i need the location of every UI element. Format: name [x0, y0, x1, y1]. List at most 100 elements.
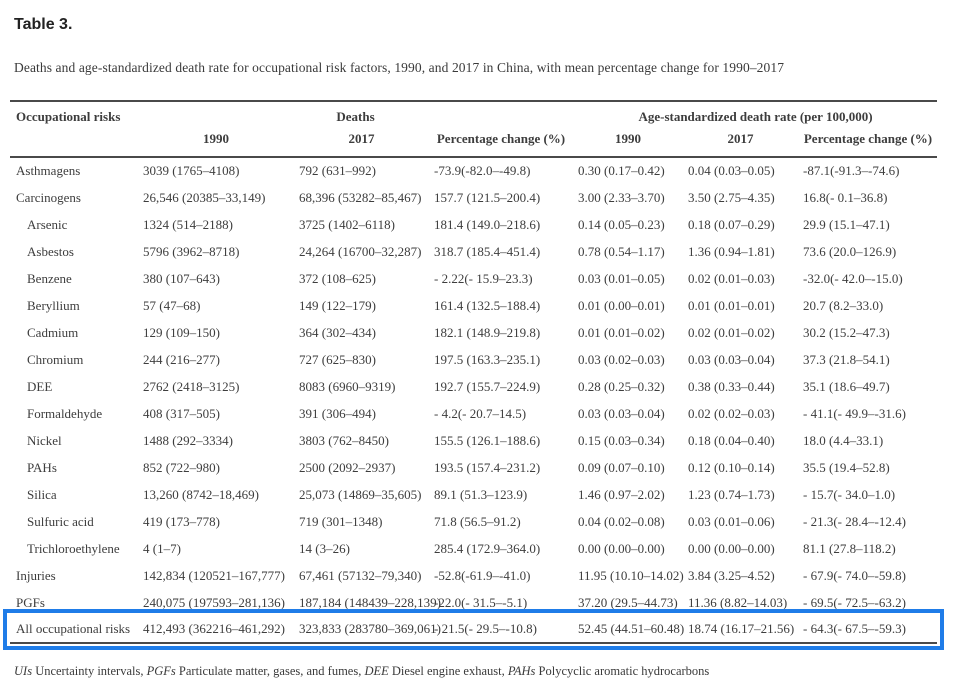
table-cell: 192.7 (155.7–224.9) — [434, 378, 541, 394]
footnote-abbreviation: PGFs — [146, 664, 176, 678]
table-header: Occupational risks Deaths Age-standardiz… — [10, 101, 938, 157]
table-cell: 0.18 (0.07–0.29) — [688, 216, 775, 232]
table-cell: -87.1(-91.3–-74.6) — [803, 163, 900, 178]
table-cell: 0.00 (0.00–0.00) — [688, 540, 775, 556]
table-cell: 37.3 (21.8–54.1) — [803, 351, 890, 367]
table-cell: 81.1 (27.8–118.2) — [803, 540, 896, 556]
row-label: Beryllium — [27, 297, 80, 313]
footnote-text: Uncertainty intervals, — [32, 664, 147, 678]
table-cell: 1.46 (0.97–2.02) — [578, 486, 665, 502]
table-cell: 0.04 (0.03–0.05) — [688, 163, 775, 178]
table-cell: 0.14 (0.05–0.23) — [578, 216, 665, 232]
table-cell: 187,184 (148439–228,139) — [299, 594, 441, 610]
table-cell: 193.5 (157.4–231.2) — [434, 459, 541, 475]
table-cell: 0.01 (0.00–0.01) — [578, 297, 665, 313]
row-label: Injuries — [16, 567, 56, 583]
table-cell: 391 (306–494) — [299, 405, 376, 421]
row-label: Arsenic — [27, 216, 68, 232]
table-row: Beryllium 57 (47–68) 149 (122–179) 161.4 (1… — [10, 292, 937, 319]
table-row-highlighted: All occupational risks 412,493 (362216–46… — [2, 609, 945, 650]
table-row: Trichloroethylene 4 (1–7) 14 (3–26) 285.4 (… — [10, 535, 937, 562]
table-cell: 24,264 (16700–32,287) — [299, 243, 422, 259]
table-cell: 8083 (6960–9319) — [299, 378, 396, 394]
table-cell: 0.12 (0.10–0.14) — [688, 459, 775, 475]
col-header-deaths-pct-change: Percentage change (%) — [436, 131, 566, 146]
occupational-risks-table: Occupational risks Deaths Age-standardiz… — [2, 100, 945, 650]
table-cell: 372 (108–625) — [299, 270, 376, 286]
table-cell: 0.15 (0.03–0.34) — [578, 432, 665, 448]
table-cell: 240,075 (197593–281,136) — [143, 594, 285, 610]
footnote-text: Particulate matter, gases, and fumes, — [175, 664, 365, 678]
table-cell: 3725 (1402–6118) — [299, 216, 395, 232]
table-cell: -73.9(-82.0–-49.8) — [434, 163, 531, 178]
table-cell: -22.0(- 31.5–-5.1) — [434, 594, 528, 610]
table-row: DEE 2762 (2418–3125) 8083 (6960–9319) 192.7… — [10, 373, 937, 400]
table-caption: Deaths and age-standardized death rate f… — [14, 60, 785, 75]
table-row: Injuries 142,834 (120521–167,777) 67,461 (… — [10, 562, 937, 589]
row-label: Asthmagens — [16, 163, 81, 178]
table-cell: 157.7 (121.5–200.4) — [434, 189, 541, 205]
table-cell: 412,493 (362216–461,292) — [137, 616, 293, 644]
row-label: Nickel — [27, 432, 62, 448]
table-row: Silica 13,260 (8742–18,469) 25,073 (14869–… — [10, 481, 937, 508]
col-header-deaths-2017: 2017 — [348, 131, 375, 146]
table-cell: 0.02 (0.01–0.03) — [688, 270, 775, 286]
table-cell: 408 (317–505) — [143, 405, 220, 421]
row-label: DEE — [27, 378, 53, 394]
table-cell: 14 (3–26) — [299, 540, 350, 556]
table-cell: 18.0 (4.4–33.1) — [803, 432, 884, 448]
header-group-row: Occupational risks Deaths Age-standardiz… — [10, 101, 937, 128]
table-cell: 285.4 (172.9–364.0) — [434, 540, 541, 556]
table-cell: 68,396 (53282–85,467) — [299, 189, 422, 205]
table-cell: 30.2 (15.2–47.3) — [803, 324, 890, 340]
table-cell: - 21.3(- 28.4–-12.4) — [803, 513, 906, 529]
table-cell: 3.84 (3.25–4.52) — [688, 567, 775, 583]
table-cell: 20.7 (8.2–33.0) — [803, 297, 884, 313]
table-cell: 0.01 (0.01–0.02) — [578, 324, 665, 340]
table-cell: 0.03 (0.02–0.03) — [578, 351, 665, 367]
table-cell: 0.03 (0.03–0.04) — [688, 351, 775, 367]
table-cell: 0.38 (0.33–0.44) — [688, 378, 775, 394]
row-label: Trichloroethylene — [27, 540, 120, 556]
table-cell: -52.8(-61.9–-41.0) — [434, 567, 531, 583]
table-cell: 852 (722–980) — [143, 459, 220, 475]
table-cell: 0.28 (0.25–0.32) — [578, 378, 665, 394]
row-label: Carcinogens — [16, 189, 81, 205]
table-cell: 0.03 (0.03–0.04) — [578, 405, 665, 421]
col-header-occupational-risks: Occupational risks — [16, 109, 121, 124]
footnote: UIs Uncertainty intervals, PGFs Particul… — [14, 664, 946, 679]
footnote-text: Diesel engine exhaust, — [388, 664, 508, 678]
col-group-deaths: Deaths — [336, 109, 375, 124]
table-cell: 161.4 (132.5–188.4) — [434, 297, 541, 313]
table-cell: -32.0(- 42.0–-15.0) — [803, 270, 903, 286]
table-cell: - 67.9(- 74.0–-59.8) — [803, 567, 906, 583]
table-cell: 73.6 (20.0–126.9) — [803, 243, 897, 259]
table-cell: 155.5 (126.1–188.6) — [434, 432, 541, 448]
table-cell: 71.8 (56.5–91.2) — [434, 513, 521, 529]
table-cell: 0.01 (0.01–0.01) — [688, 297, 775, 313]
table-cell: 244 (216–277) — [143, 351, 220, 367]
table-row: PAHs 852 (722–980) 2500 (2092–2937) 193.5 (… — [10, 454, 937, 481]
table-row: Arsenic 1324 (514–2188) 3725 (1402–6118) 18… — [10, 211, 937, 238]
row-label: Cadmium — [27, 324, 79, 340]
table-cell: 13,260 (8742–18,469) — [143, 486, 259, 502]
table-cell: 727 (625–830) — [299, 351, 376, 367]
row-label: PAHs — [27, 459, 57, 475]
table-cell: 16.8(- 0.1–36.8) — [803, 189, 888, 205]
footnote-abbreviation: DEE — [364, 664, 389, 678]
table-row: Benzene 380 (107–643) 372 (108–625) - 2.22(… — [10, 265, 937, 292]
table-cell: 149 (122–179) — [299, 297, 376, 313]
row-label: PGFs — [16, 594, 45, 610]
table-cell: - 64.3(- 67.5–-59.3) — [797, 616, 938, 644]
table-cell: 0.09 (0.07–0.10) — [578, 459, 665, 475]
table-row: Cadmium 129 (109–150) 364 (302–434) 182.1 (… — [10, 319, 937, 346]
table-cell: 323,833 (283780–369,061) — [293, 616, 441, 644]
table-cell: 719 (301–1348) — [299, 513, 383, 529]
table-cell: 29.9 (15.1–47.1) — [803, 216, 890, 232]
table-cell: 792 (631–992) — [299, 163, 376, 178]
footnote-abbreviation: UIs — [14, 664, 33, 678]
table-cell: 0.03 (0.01–0.06) — [688, 513, 775, 529]
table-cell: 364 (302–434) — [299, 324, 376, 340]
table-cell: 89.1 (51.3–123.9) — [434, 486, 528, 502]
